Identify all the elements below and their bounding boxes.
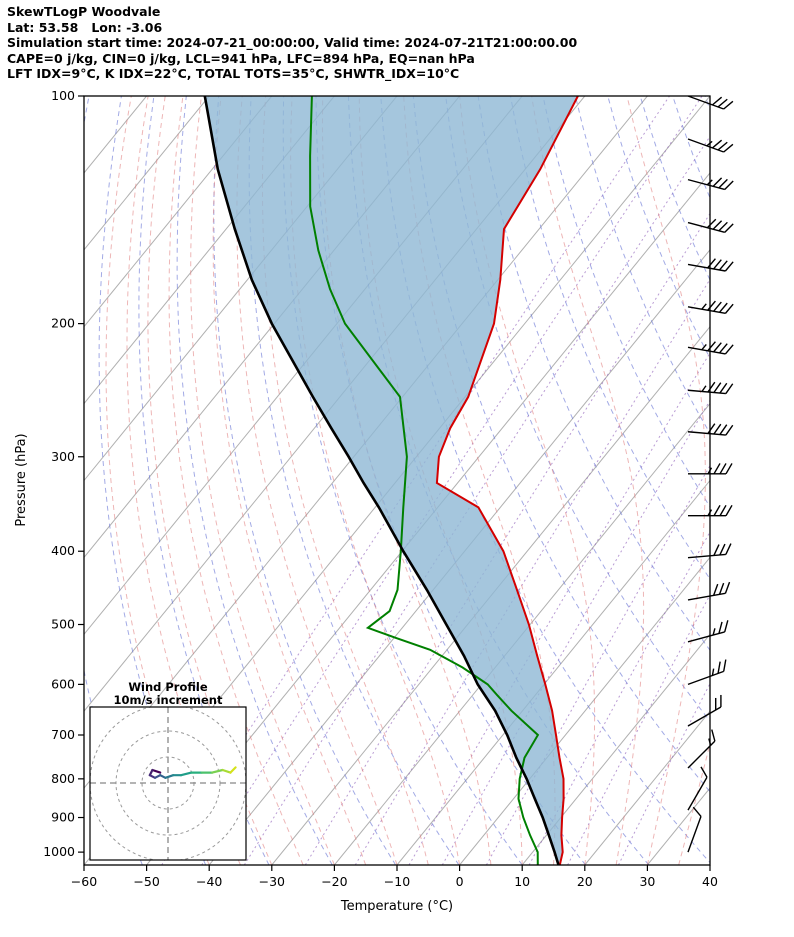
- wind-barb: [687, 341, 734, 355]
- wind-barb: [687, 581, 731, 601]
- y-tick-label: 800: [51, 771, 75, 786]
- hodograph-trace-segment: [179, 771, 193, 777]
- y-axis-label: Pressure (hPa): [14, 433, 29, 526]
- wind-barb: [687, 258, 734, 272]
- temperature-curve: [435, 96, 579, 865]
- x-tick-label: −10: [384, 874, 410, 889]
- wind-barb: [687, 620, 729, 643]
- y-tick-label: 100: [51, 88, 75, 103]
- x-axis-label: Temperature (°C): [340, 899, 453, 914]
- location-line: Lat: 53.58 Lon: -3.06: [7, 19, 163, 35]
- y-tick-label: 400: [51, 543, 75, 558]
- cin-shading: [204, 96, 578, 865]
- wind-barb: [687, 381, 734, 395]
- wind-barb: [688, 463, 733, 475]
- x-tick-label: −30: [259, 874, 285, 889]
- x-tick-label: 20: [577, 874, 593, 889]
- hodograph-border: [89, 706, 247, 861]
- y-tick-label: 600: [51, 676, 75, 691]
- y-tick-label: 900: [51, 810, 75, 825]
- hodograph-trace-segment: [229, 766, 237, 774]
- header-block: SkewTLogP Woodvale Lat: 53.58 Lon: -3.06…: [7, 4, 577, 82]
- hodograph-trace-segment: [164, 774, 175, 779]
- indices-line-2: LFT IDX=9°C, K IDX=22°C, TOTAL TOTS=35°C…: [7, 66, 460, 81]
- wind-barb: [687, 300, 734, 315]
- x-tick-label: −40: [196, 874, 222, 889]
- wind-barb: [687, 177, 734, 191]
- hodograph-trace-segment: [151, 768, 162, 774]
- wind-barbs: [687, 95, 734, 853]
- x-tick-label: 40: [702, 874, 718, 889]
- wind-barb: [687, 423, 734, 436]
- wind-barb: [687, 543, 732, 559]
- x-tick-label: −50: [133, 874, 159, 889]
- wind-barb: [687, 806, 702, 853]
- x-tick-label: 10: [514, 874, 530, 889]
- hodograph-trace-segment: [211, 768, 224, 774]
- wind-barb: [687, 95, 734, 110]
- wind-barb: [687, 729, 716, 769]
- y-axis: 100 200 300 400 500 600 700 800 900 1000 Pressure …: [14, 88, 84, 859]
- dewpoint-curve: [309, 96, 540, 865]
- y-tick-label: 500: [51, 617, 75, 632]
- y-tick-label: 300: [51, 449, 75, 464]
- hodograph-trace-segment: [221, 768, 232, 774]
- profile-curves: [203, 96, 579, 865]
- parcel-curve: [203, 96, 560, 865]
- wind-barb: [687, 218, 734, 234]
- wind-barb: [688, 504, 733, 517]
- x-tick-label: −20: [321, 874, 347, 889]
- hodograph-title: Wind Profile: [128, 680, 208, 694]
- wind-barb: [687, 138, 734, 153]
- wind-barb: [687, 766, 708, 811]
- y-tick-label: 1000: [43, 844, 75, 859]
- x-tick-label: −60: [71, 874, 97, 889]
- y-tick-label: 200: [51, 316, 75, 331]
- indices-line-1: CAPE=0 j/kg, CIN=0 j/kg, LCL=941 hPa, LF…: [7, 50, 475, 66]
- x-axis: −60 −50 −40 −30 −20 −10 0 10 20 30 40 Temperature (…: [71, 865, 718, 914]
- wind-barb: [687, 694, 722, 727]
- x-tick-label: 0: [456, 874, 464, 889]
- x-tick-label: 30: [639, 874, 655, 889]
- wind-barb: [687, 659, 727, 686]
- chart-title: SkewTLogP Woodvale: [7, 4, 161, 19]
- time-line: Simulation start time: 2024-07-21_00:00:…: [7, 35, 578, 50]
- hodograph-subtitle: 10m/s increment: [114, 693, 223, 707]
- y-tick-label: 700: [51, 727, 75, 742]
